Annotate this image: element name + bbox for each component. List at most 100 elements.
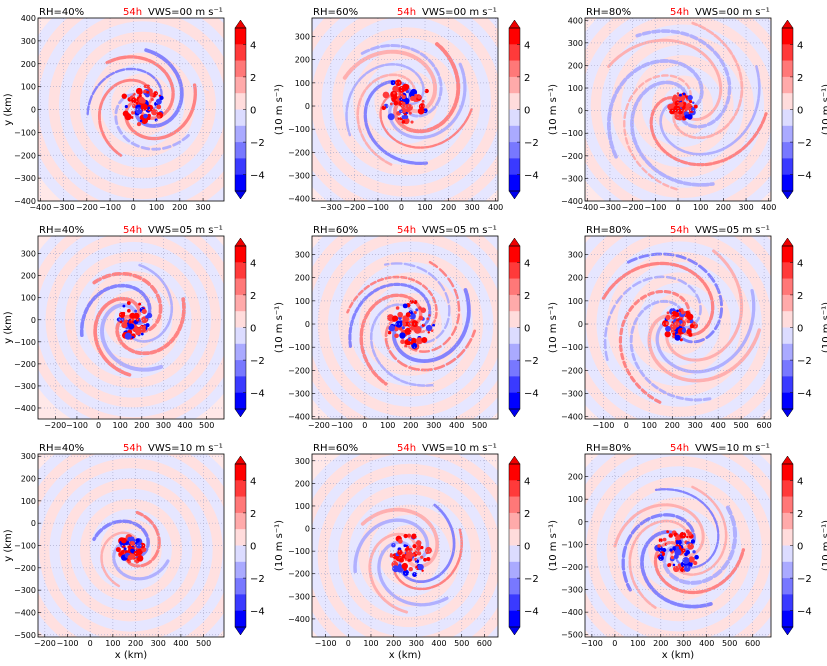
colorbar-label: (10 m s⁻¹) — [274, 302, 285, 353]
colorbar-segment — [782, 496, 793, 514]
colorbar-segment — [782, 44, 793, 61]
colorbar-segment — [235, 512, 246, 530]
x-tick-label: 100 — [380, 421, 395, 430]
plot-frame — [584, 235, 772, 420]
colorbar-segment — [509, 392, 520, 410]
colorbar-segment — [235, 174, 246, 192]
x-tick-label: −100 — [581, 639, 603, 648]
colorbar-segment — [782, 464, 793, 481]
y-tick-label: −400 — [561, 197, 583, 206]
colorbar-tick-label: 0 — [797, 542, 803, 553]
colorbar-tick-label: −2 — [524, 574, 539, 585]
panel-time-label: 54h — [670, 225, 689, 236]
panel-time-label: 54h — [397, 225, 416, 236]
x-tick-label: −100 — [644, 203, 666, 212]
plot-frame — [311, 235, 499, 420]
colorbar-segment — [235, 496, 246, 514]
panel-time-label: 54h — [123, 225, 142, 236]
x-tick-label: −200 — [622, 203, 644, 212]
x-tick-label: 300 — [195, 203, 210, 212]
y-tick-label: −200 — [14, 360, 36, 369]
colorbar-label: (10 m s⁻¹) — [274, 84, 285, 135]
y-tick-label: −100 — [561, 343, 583, 352]
colorbar-tick-label: 2 — [797, 291, 803, 302]
x-tick-label: 300 — [426, 421, 441, 430]
colorbar-tick-label: −2 — [250, 356, 265, 367]
y-tick-label: 300 — [21, 37, 36, 46]
colorbar-extend-min — [781, 408, 794, 418]
colorbar: 4 2 0 −2 −4 (10 m s⁻¹) — [234, 19, 285, 200]
panel-rh-label: RH=40% — [39, 7, 84, 18]
colorbar-tick-label: −4 — [797, 607, 812, 618]
anomaly-field — [585, 18, 771, 201]
colorbar-tick-label: 4 — [524, 258, 530, 269]
y-tick-label: 0 — [31, 316, 36, 325]
colorbar-label: (10 m s⁻¹) — [821, 302, 827, 353]
x-tick-label: 0 — [675, 203, 680, 212]
colorbar-segment — [509, 44, 520, 61]
colorbar-segment — [509, 360, 520, 377]
colorbar-segment — [235, 158, 246, 175]
colorbar-tick-label: 4 — [250, 40, 256, 51]
y-tick-label: 200 — [21, 60, 36, 69]
x-tick-label: 500 — [199, 421, 214, 430]
colorbar-segment — [782, 142, 793, 159]
colorbar-tick-label: 2 — [250, 73, 256, 84]
x-tick-label: −300 — [53, 203, 75, 212]
colorbar-segment — [509, 512, 520, 530]
y-tick-label: −300 — [288, 592, 310, 601]
y-tick-label: −400 — [14, 608, 36, 617]
colorbar-segment — [509, 60, 520, 78]
colorbar-segment — [509, 174, 520, 192]
panel-rh-label: RH=60% — [313, 225, 358, 236]
colorbar-extend-min — [234, 190, 247, 200]
y-tick-label: −200 — [561, 563, 583, 572]
colorbar-label: (10 m s⁻¹) — [821, 84, 827, 135]
x-tick-label: 100 — [105, 639, 120, 648]
colorbar-extend-max — [781, 237, 794, 247]
x-tick-label: 100 — [693, 203, 708, 212]
colorbar-segment — [782, 512, 793, 530]
panel-time-label: 54h — [670, 7, 689, 18]
colorbar-extend-min — [508, 190, 521, 200]
y-tick-label: 0 — [31, 106, 36, 115]
panel-vws-label: VWS=10 m s⁻¹ — [148, 443, 223, 454]
panel-vws-label: VWS=05 m s⁻¹ — [148, 225, 223, 236]
x-tick-label: −200 — [343, 203, 365, 212]
y-tick-label: 0 — [305, 102, 310, 111]
plot-frame — [311, 17, 499, 202]
y-tick-label: 0 — [31, 519, 36, 528]
y-tick-label: −200 — [288, 570, 310, 579]
panel-vws-label: VWS=00 m s⁻¹ — [422, 7, 497, 18]
colorbar-tick-label: 2 — [524, 509, 530, 520]
y-tick-label: −100 — [288, 125, 310, 134]
panel-rh-label: RH=40% — [39, 443, 84, 454]
colorbar-segment — [235, 464, 246, 481]
colorbar-segment — [235, 360, 246, 377]
y-tick-label: −400 — [288, 413, 310, 422]
y-tick-label: 200 — [295, 274, 310, 283]
y-tick-label: 200 — [295, 56, 310, 65]
colorbar-tick-label: −4 — [524, 607, 539, 618]
y-tick-label: −300 — [288, 172, 310, 181]
colorbar-segment — [782, 125, 793, 143]
x-tick-label: −300 — [599, 203, 621, 212]
x-tick-label: 100 — [113, 421, 128, 430]
panel-time-label: 54h — [397, 7, 416, 18]
y-tick-label: 0 — [578, 518, 583, 527]
panel-1: −400 −300 −200 −100 0 100 200 3004003002001000−… — [3, 7, 285, 212]
colorbar-segment — [235, 480, 246, 497]
colorbar-segment — [509, 142, 520, 159]
colorbar: 4 2 0 −2 −4 (10 m s⁻¹) — [781, 19, 827, 200]
colorbar-segment — [235, 343, 246, 361]
panel-8: −100 0 100 200 300 400 500 6003002001000−100−20… — [288, 443, 559, 661]
x-tick-label: −100 — [56, 639, 78, 648]
colorbar-segment — [235, 610, 246, 628]
colorbar-extend-min — [781, 190, 794, 200]
colorbar-extend-max — [508, 237, 521, 247]
panel-9: −100 0 100 200 300 400 500 600 200 100 0 −100 −200 −3… — [561, 443, 827, 661]
x-tick-label: 0 — [612, 639, 617, 648]
x-tick-label: 600 — [477, 639, 492, 648]
y-tick-label: −200 — [14, 151, 36, 160]
